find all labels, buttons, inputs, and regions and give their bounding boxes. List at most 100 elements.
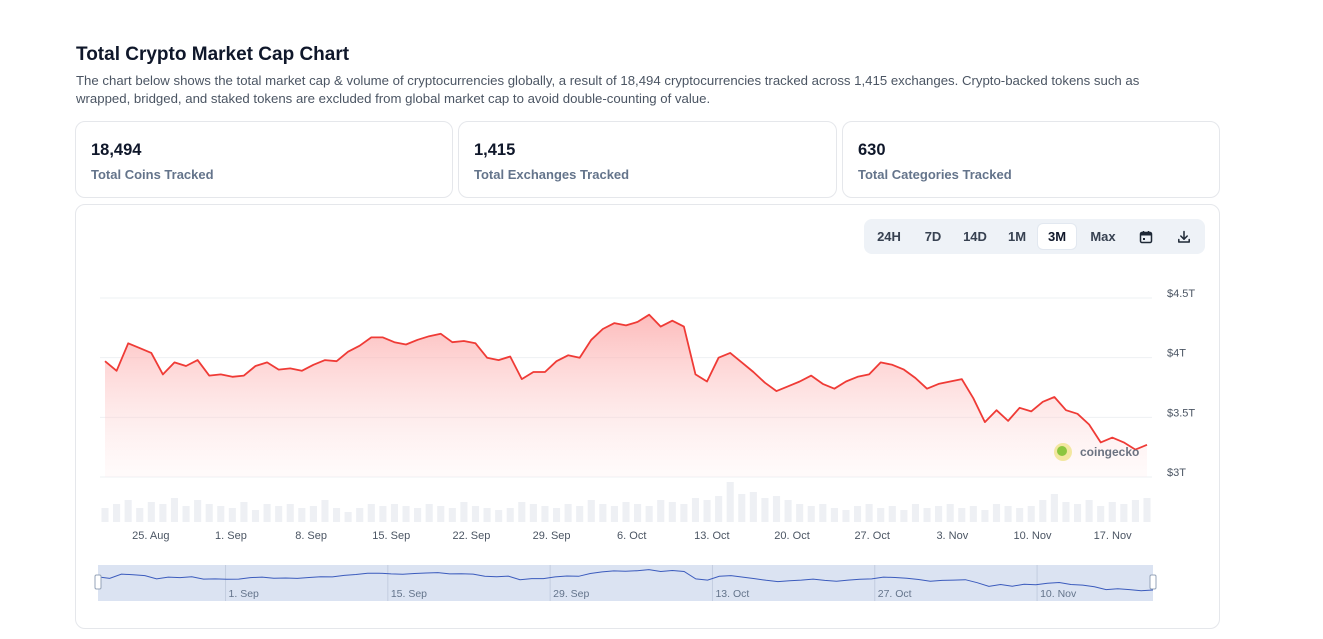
volume-bar <box>217 506 225 522</box>
download-icon[interactable] <box>1171 224 1197 249</box>
volume-bar <box>240 502 248 522</box>
volume-bar <box>1097 506 1105 522</box>
volume-bar <box>414 508 422 522</box>
volume-bar <box>796 504 804 522</box>
volume-bar <box>194 500 202 522</box>
volume-bar <box>541 506 549 522</box>
volume-bar <box>448 508 456 522</box>
stat-label: Total Coins Tracked <box>91 167 214 182</box>
volume-bar <box>680 504 688 522</box>
volume-bar <box>946 504 954 522</box>
volume-bar <box>830 508 838 522</box>
volume-bar <box>691 498 700 522</box>
volume-bar <box>1131 500 1139 522</box>
volume-bar <box>784 500 792 522</box>
stat-label: Total Exchanges Tracked <box>474 167 630 182</box>
volume-bar <box>854 506 862 522</box>
stat-card-categories: 630 Total Categories Tracked <box>842 121 1220 198</box>
volume-bar <box>344 512 352 522</box>
range-button-7d[interactable]: 7D <box>924 229 942 244</box>
navigator-tick-label: 10. Nov <box>1040 588 1077 600</box>
volume-bar <box>819 504 827 522</box>
volume-bar <box>900 510 908 522</box>
volume-bar <box>552 508 561 522</box>
navigator-tick-label: 29. Sep <box>553 588 589 600</box>
volume-bar <box>657 500 665 522</box>
volume-bar <box>471 506 480 522</box>
navigator-handle-right[interactable] <box>1149 574 1157 590</box>
volume-bar <box>1039 500 1047 522</box>
volume-bar <box>992 504 1001 522</box>
x-tick-label: 17. Nov <box>1094 530 1132 542</box>
range-button-max[interactable]: Max <box>1090 229 1116 244</box>
volume-bar <box>390 504 398 522</box>
volume-bar <box>518 502 526 522</box>
volume-bar <box>969 506 977 522</box>
stat-card-exchanges: 1,415 Total Exchanges Tracked <box>458 121 837 198</box>
volume-bar <box>228 508 236 522</box>
navigator-tick-label: 15. Sep <box>391 588 427 600</box>
volume-bar <box>275 506 283 522</box>
page-title: Total Crypto Market Cap Chart <box>76 44 350 65</box>
stat-label: Total Categories Tracked <box>858 167 1012 182</box>
stat-value: 630 <box>858 141 886 159</box>
volume-bar <box>251 510 260 522</box>
volume-bar <box>842 510 850 522</box>
y-tick-label: $4T <box>1167 348 1186 360</box>
market-cap-area <box>105 314 1147 477</box>
x-tick-label: 8. Sep <box>295 530 327 542</box>
navigator-tick-label: 13. Oct <box>715 588 749 600</box>
volume-bar <box>668 502 676 522</box>
calendar-icon[interactable] <box>1133 224 1159 249</box>
volume-bar <box>807 506 815 522</box>
volume-bar <box>622 502 630 522</box>
volume-bar <box>170 498 179 522</box>
volume-bar <box>147 502 155 522</box>
volume-bar <box>113 504 121 522</box>
y-tick-label: $4.5T <box>1167 288 1195 300</box>
volume-bar <box>309 506 317 522</box>
volume-bar <box>1016 508 1024 522</box>
volume-bar <box>1027 506 1035 522</box>
volume-bar <box>599 504 607 522</box>
volume-bar <box>749 492 757 522</box>
navigator-handle-left[interactable] <box>94 574 102 590</box>
volume-bar <box>877 508 885 522</box>
volume-bar <box>159 504 167 522</box>
range-button-3m[interactable]: 3M <box>1038 224 1076 249</box>
volume-bar <box>1004 506 1012 522</box>
volume-bar <box>460 502 468 522</box>
range-button-1m[interactable]: 1M <box>1007 229 1027 244</box>
x-tick-label: 10. Nov <box>1014 530 1052 542</box>
range-button-14d[interactable]: 14D <box>963 229 987 244</box>
volume-bar <box>1062 502 1070 522</box>
volume-bar <box>761 498 769 522</box>
volume-bar <box>1143 498 1151 522</box>
x-tick-label: 27. Oct <box>854 530 889 542</box>
stat-value: 1,415 <box>474 141 516 159</box>
volume-bar <box>587 500 595 522</box>
navigator[interactable]: 1. Sep 15. Sep 29. Sep 13. Oct 27. Oct 10. No… <box>94 565 1157 601</box>
market-cap-line <box>104 313 1148 451</box>
range-button-24h[interactable]: 24H <box>877 229 901 244</box>
volume-bar <box>286 504 294 522</box>
volume-bar <box>634 504 642 522</box>
volume-bar <box>263 504 271 522</box>
x-tick-label: 6. Oct <box>617 530 646 542</box>
volume-bar <box>101 508 109 522</box>
y-tick-label: $3T <box>1167 467 1186 479</box>
volume-bar <box>136 508 144 522</box>
volume-bar <box>935 506 943 522</box>
volume-bar <box>715 496 723 522</box>
range-selector: 24H 7D 14D 1M 3M Max <box>864 219 1205 254</box>
volume-bar <box>425 504 433 522</box>
stat-card-coins: 18,494 Total Coins Tracked <box>75 121 453 198</box>
volume-bar <box>367 504 375 522</box>
x-tick-label: 1. Sep <box>215 530 247 542</box>
coingecko-logo: coingecko <box>1054 443 1139 461</box>
volume-bar <box>333 508 341 522</box>
page-description: The chart below shows the total market c… <box>76 73 1140 106</box>
volume-bar <box>576 506 584 522</box>
volume-bar <box>124 500 132 522</box>
